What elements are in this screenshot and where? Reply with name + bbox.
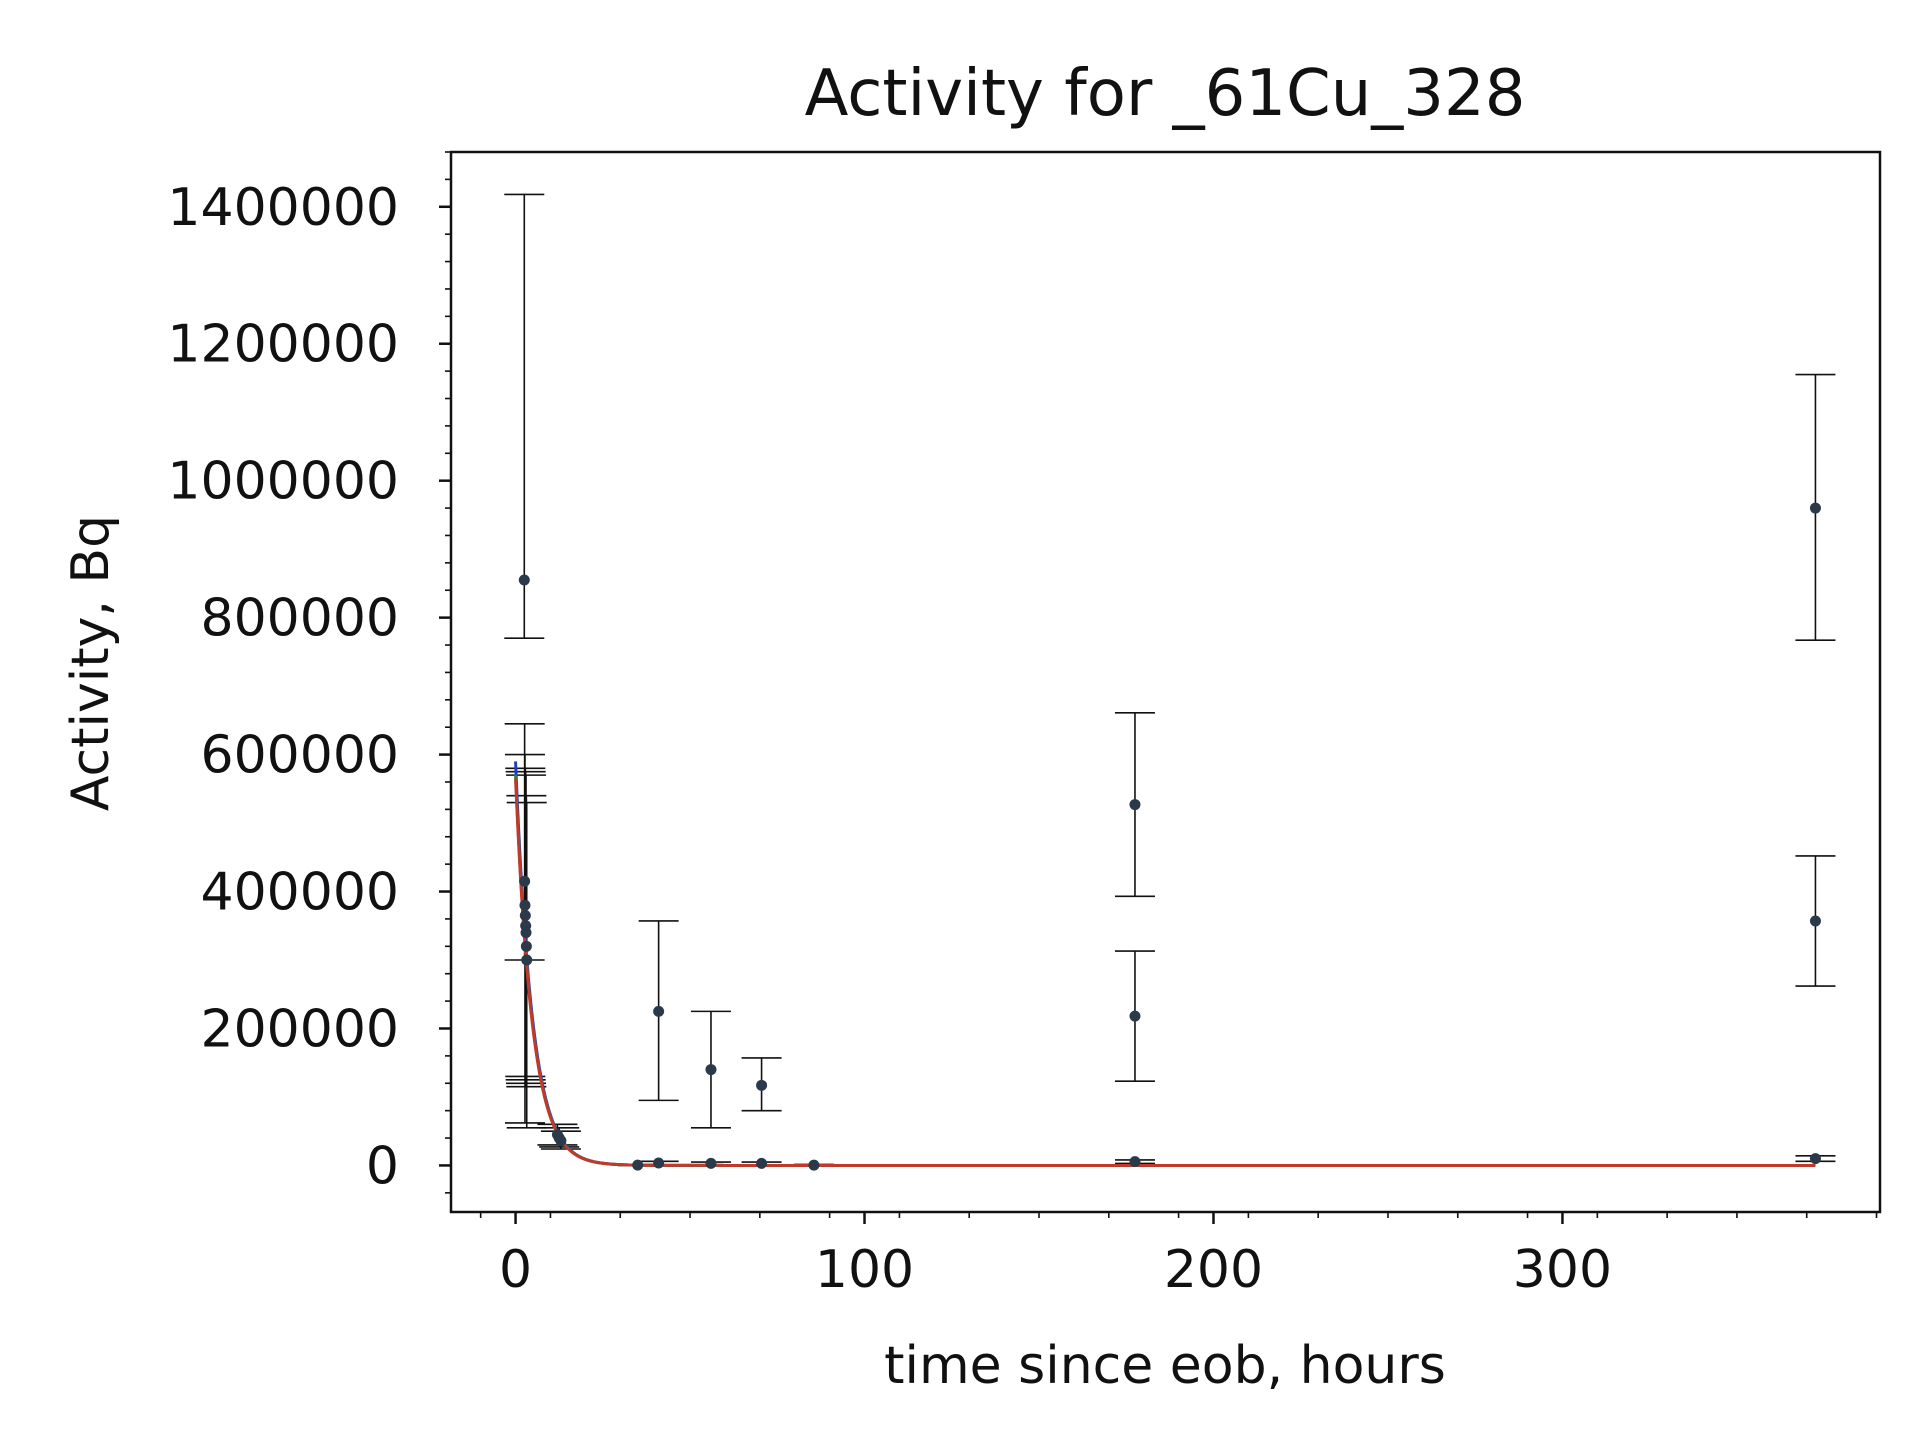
data-point (520, 927, 532, 939)
data-point (705, 1157, 717, 1169)
y-tick-label: 800000 (200, 589, 399, 649)
plot-frame (449, 150, 1882, 1214)
data-point (519, 899, 531, 911)
data-point (519, 875, 531, 887)
y-tick-label: 600000 (200, 726, 399, 786)
data-point (1809, 915, 1821, 927)
data-point (632, 1159, 644, 1171)
data-point (705, 1064, 717, 1076)
data-point (756, 1079, 768, 1091)
x-axis-label: time since eob, hours (884, 1336, 1446, 1396)
x-tick-label: 100 (815, 1240, 914, 1300)
data-point (1809, 1153, 1821, 1165)
data-point (1129, 1156, 1141, 1168)
data-point (518, 574, 530, 586)
y-tick-label: 200000 (200, 999, 399, 1059)
x-tick-label: 200 (1164, 1240, 1263, 1300)
data-point (1129, 1010, 1141, 1022)
y-tick-label: 1400000 (167, 178, 399, 238)
errorbar (504, 193, 545, 639)
y-axis-label: Activity, Bq (61, 515, 121, 811)
data-point (653, 1157, 665, 1169)
y-tick-label: 400000 (200, 863, 399, 923)
data-point (808, 1159, 820, 1171)
x-tick-label: 0 (499, 1240, 532, 1300)
plot-area (504, 193, 1836, 1171)
data-point (756, 1157, 768, 1169)
x-axis: 0 100 200 300 (479, 1212, 1878, 1300)
data-point (519, 910, 531, 922)
fit-curve (514, 778, 1816, 1167)
data-point (653, 1005, 665, 1017)
data-point (520, 940, 532, 952)
chart-title: Activity for _61Cu_328 (805, 57, 1526, 131)
data-point (521, 954, 533, 966)
y-tick-label: 0 (366, 1136, 399, 1196)
data-point (555, 1135, 567, 1147)
x-tick-label: 300 (1513, 1240, 1612, 1300)
data-point (1129, 799, 1141, 811)
y-tick-label: 1200000 (167, 315, 399, 375)
y-axis: 0 200000 400000 600000 800000 1000000 1200000 1… (167, 151, 451, 1196)
y-tick-label: 1000000 (167, 452, 399, 512)
data-point (1809, 502, 1821, 514)
